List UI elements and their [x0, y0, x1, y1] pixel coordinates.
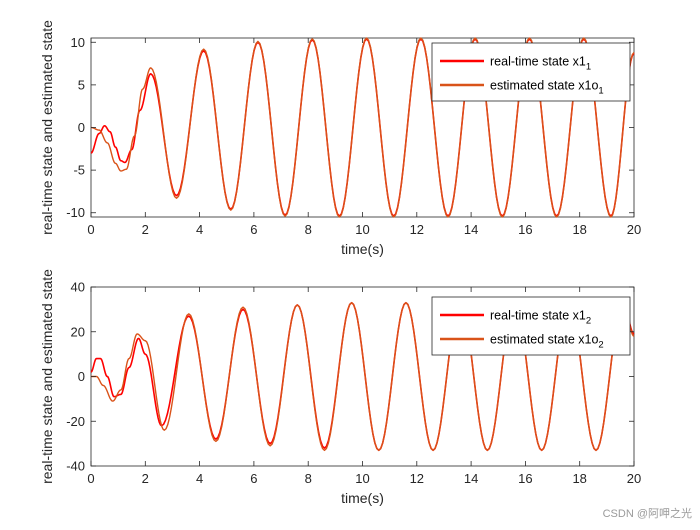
plot1-x-tick-label: 18 — [572, 222, 586, 237]
plot2-series-line-2 — [90, 301, 635, 452]
plot1-x-tick-label: 20 — [627, 222, 641, 237]
plot1-y-tick-label: -10 — [66, 205, 85, 220]
plot2-x-tick-label: 12 — [410, 471, 424, 486]
plot2-x-tick-label: 10 — [355, 471, 369, 486]
plot2-legend-label-2: estimated state x1o2 — [490, 333, 604, 351]
plot1-x-tick-label: 2 — [142, 222, 149, 237]
plot2-group: 0 2 4 6 8 10 12 14 16 18 20 -40 -20 0 20 40 time(s) real-… — [39, 269, 641, 506]
plot2-x-tick-label: 8 — [305, 471, 312, 486]
plot2-x-axis-label: time(s) — [341, 490, 384, 506]
plot1-x-tick-label: 14 — [464, 222, 478, 237]
plot1-legend-label-2: estimated state x1o1 — [490, 79, 604, 97]
plot2-x-tick-label: 18 — [572, 471, 586, 486]
plot1-x-tick-label: 8 — [305, 222, 312, 237]
plot1-x-tick-label: 4 — [196, 222, 203, 237]
plot2-x-tick-label: 20 — [627, 471, 641, 486]
plot1-y-tick-label: 10 — [71, 35, 85, 50]
plot2-y-axis-label: real-time state and estimated state — [39, 269, 55, 484]
plot1-x-tick-label: 6 — [250, 222, 257, 237]
plot1-x-tick-label: 16 — [518, 222, 532, 237]
plot2-y-tick-label: -20 — [66, 414, 85, 429]
plot2-y-tick-label: 40 — [71, 280, 85, 295]
plot1-y-axis-label: real-time state and estimated state — [39, 20, 55, 235]
plot2-x-tick-label: 16 — [518, 471, 532, 486]
plot2-x-tick-label: 4 — [196, 471, 203, 486]
plot1-x-tick-label: 12 — [410, 222, 424, 237]
plot1-y-tick-label: 5 — [78, 77, 85, 92]
plot2-y-tick-label: -40 — [66, 459, 85, 474]
watermark-text: CSDN @阿呷之光 — [602, 508, 692, 520]
plot1-y-tick-label: -5 — [73, 163, 85, 178]
plot2-legend-label-1: real-time state x12 — [490, 309, 591, 327]
plot2-y-tick-label: 20 — [71, 324, 85, 339]
plot2-legend-box — [431, 296, 631, 356]
plot2-x-tick-label: 0 — [87, 471, 94, 486]
plot2-x-tick-label: 2 — [142, 471, 149, 486]
plot2-x-tick-label: 6 — [250, 471, 257, 486]
plot2-legend: real-time state x12 estimated state x1o2 — [431, 296, 631, 356]
plot1-group: 0 2 4 6 8 10 12 14 16 18 20 -10 -5 0 5 10 time(s) real-ti… — [39, 20, 641, 257]
plot1-x-tick-label: 0 — [87, 222, 94, 237]
plot2-x-tick-label: 14 — [464, 471, 478, 486]
plot1-legend-label-1: real-time state x11 — [490, 55, 591, 73]
plot1-y-tick-label: 0 — [78, 120, 85, 135]
plot1-legend-box — [431, 42, 631, 102]
plot1-x-tick-label: 10 — [355, 222, 369, 237]
plot1-x-axis-label: time(s) — [341, 241, 384, 257]
plot1-legend: real-time state x11 estimated state x1o1 — [431, 42, 631, 102]
plot2-y-tick-label: 0 — [78, 369, 85, 384]
